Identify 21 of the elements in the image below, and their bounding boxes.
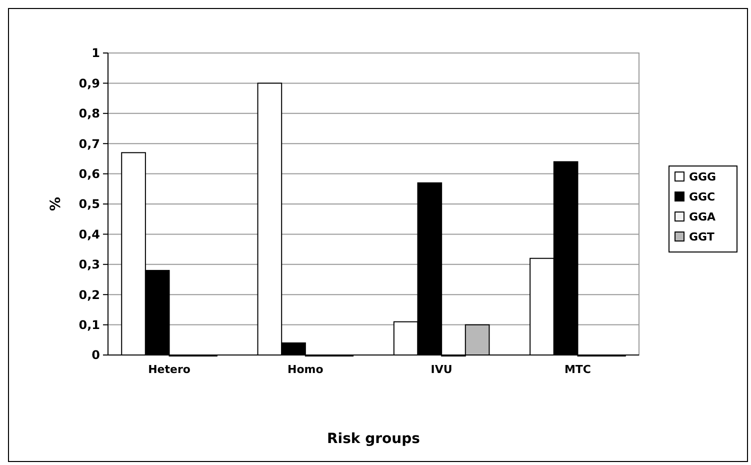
legend-label: GGA xyxy=(689,210,716,224)
y-tick-label: 0,1 xyxy=(78,318,100,332)
y-tick-label: 0 xyxy=(92,348,100,362)
x-tick-label: IVU xyxy=(430,363,452,376)
y-tick-label: 0,4 xyxy=(78,227,100,242)
x-tick-label: Homo xyxy=(288,363,324,376)
legend-label: GGG xyxy=(689,170,716,184)
legend-label: GGC xyxy=(689,190,716,204)
y-tick-label: 0,3 xyxy=(78,258,100,272)
x-tick-label: MTC xyxy=(564,363,591,376)
x-tick-label: Hetero xyxy=(148,363,191,376)
y-tick-label: 0,2 xyxy=(78,288,100,302)
y-tick-label: 0,9 xyxy=(78,76,100,90)
y-tick-label: 0,8 xyxy=(78,106,100,121)
y-tick-label: 0,6 xyxy=(78,167,100,181)
y-tick-label: 1 xyxy=(92,46,100,60)
x-axis-title: Risk groups xyxy=(327,431,420,447)
y-tick-label: 0,7 xyxy=(78,136,100,151)
y-tick-label: 0,5 xyxy=(78,197,100,212)
y-axis-title: % xyxy=(48,196,64,212)
legend-label: GGT xyxy=(689,230,715,244)
